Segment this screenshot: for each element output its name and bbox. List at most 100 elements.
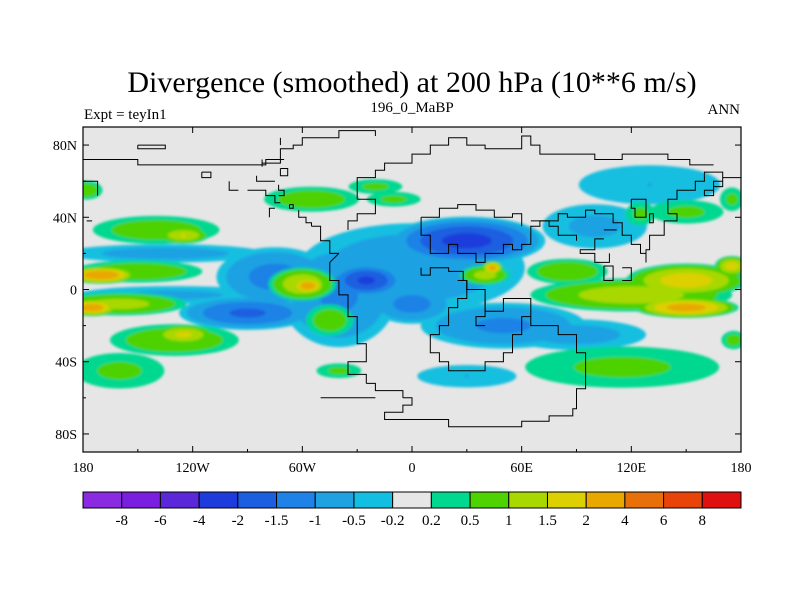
divergence-blob-pos-3 [83,303,104,312]
coastline-segment-13 [417,135,714,166]
coastline-segment-18 [466,316,531,372]
divergence-blob-pos-20 [660,273,713,288]
divergence-blob-pos-24 [573,356,671,378]
x-tick-label-1: 120W [176,461,211,476]
coastline-segment-19 [420,267,458,276]
coastline-segment-14 [420,209,647,263]
colorbar-box-3 [198,491,239,509]
y-tick-label-4: 80S [55,428,77,443]
colorbar-label-5: -1 [309,513,322,529]
divergence-fields [83,165,741,389]
divergence-blob-neg-7 [475,317,531,334]
coastline-segment-11 [356,153,418,200]
map-plot-area [83,127,741,452]
coastline-segment-8 [366,382,404,398]
divergence-blob-neg-11 [101,247,229,260]
experiment-label: Expt = teyIn1 [84,107,167,123]
x-tick-label-4: 60E [510,461,533,476]
divergence-blob-neg-6 [393,295,431,313]
coastline-segment-37 [630,198,647,218]
colorbar-label-6: -0.5 [342,513,366,529]
divergence-blob-pos-19 [578,286,685,304]
colorbar-box-2 [159,491,200,509]
colorbar-label-4: -1.5 [265,513,289,529]
coastline-segment-23 [622,267,632,281]
colorbar-box-12 [546,491,587,509]
divergence-blob-pos-2 [83,270,119,280]
coastline-segment-26 [262,130,376,164]
chart-title: Divergence (smoothed) at 200 hPa (10**6 … [127,66,696,99]
colorbar-box-8 [392,491,432,509]
y-tick-label-3: 40S [55,356,77,371]
coastline-segment-16 [530,220,577,241]
y-tick-label-0: 80N [53,139,77,154]
divergence-blob-pos-18 [536,261,598,282]
coastline-segment-25 [667,171,741,214]
coastline-segment-20 [475,298,486,327]
coastline-segment-33 [302,216,312,227]
y-tick-label-1: 40N [53,211,77,226]
colorbar-label-2: -4 [193,513,206,529]
coastline-segment-24 [645,213,678,263]
colorbar-box-14 [624,491,665,509]
season-label: ANN [708,102,741,118]
coastline-segment-1 [83,159,285,166]
colorbar-box-7 [353,491,394,509]
coastline-segment-6 [311,225,339,254]
divergence-blob-pos-11 [300,282,316,290]
divergence-blob-pos-26 [725,262,739,270]
divergence-blob-neg-10 [647,182,652,187]
colorbar-box-15 [663,491,703,509]
divergence-blob-pos-13 [277,190,346,209]
x-tick-label-2: 60W [289,461,317,476]
divergence-blob-neg-4 [229,308,266,318]
divergence-blob-pos-15 [380,195,408,203]
colorbar-label-10: 1 [505,513,513,529]
colorbar-box-6 [314,491,355,509]
coastline-segment-32 [268,207,275,218]
divergence-blob-pos-9 [83,183,98,197]
coastlines [83,130,741,428]
colorbar-label-13: 4 [621,513,629,529]
divergence-blob-pos-8 [97,361,142,380]
colorbar-box-9 [430,491,471,509]
x-tick-label-3: 0 [409,461,416,476]
axes: 180 120W 60W 0 60E 120E 180 80N 40N 0 40S 80S [53,127,752,476]
divergence-blob-pos-12 [312,309,347,332]
colorbar-box-5 [276,491,316,509]
divergence-blob-pos-14 [362,182,389,191]
coastline-segment-28 [228,181,239,191]
model-label: 196_0_MaBP [370,100,453,116]
divergence-blob-neg-5 [357,276,376,285]
coastline-segment-3 [278,184,285,197]
divergence-blob-pos-28 [725,193,738,206]
colorbar-label-3: -2 [232,513,245,529]
colorbar-label-9: 0.5 [461,513,480,529]
coastline-segment-4 [289,204,294,209]
colorbar-label-1: -6 [154,513,167,529]
coastline-segment-17 [429,280,468,372]
coastline-segment-34 [201,171,212,179]
divergence-blob-neg-9 [568,215,621,238]
colorbar-box-4 [237,491,278,509]
divergence-blob-pos-17 [488,265,497,271]
y-tick-label-2: 0 [70,284,77,299]
colorbar-box-0 [82,491,123,509]
coastline-segment-0 [137,144,166,150]
divergence-blob-pos-21 [666,303,706,312]
divergence-blob-pos-22 [667,205,705,218]
divergence-blob-neg-0 [442,233,492,249]
coastline-segment-5 [298,210,303,218]
coastline-segment-27 [256,175,275,182]
divergence-blob-pos-23 [633,207,648,220]
coastline-segment-2 [279,168,289,177]
coastline-segment-7 [329,253,367,384]
colorbar-box-1 [121,491,161,509]
colorbar-box-10 [469,491,510,509]
colorbar-label-0: -8 [115,513,128,529]
coastline-segment-12 [347,198,376,230]
coastline-segment-35 [83,180,99,196]
colorbar-label-12: 2 [582,513,590,529]
colorbar-box-13 [585,491,626,509]
